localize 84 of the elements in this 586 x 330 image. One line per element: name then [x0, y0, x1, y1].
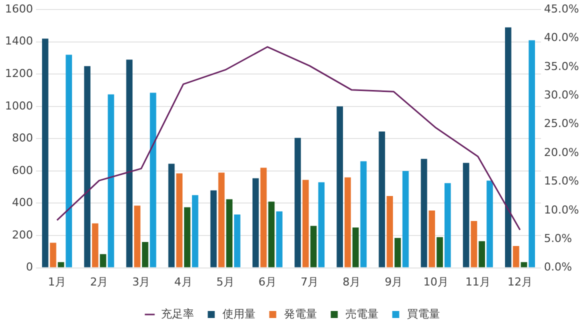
bar [394, 238, 401, 268]
bar [84, 66, 90, 268]
y2-tick-label: 15.0% [544, 174, 580, 188]
x-tick-label: 2月 [90, 275, 108, 288]
y-tick-label: 1400 [4, 34, 33, 48]
y-tick-label: 1600 [4, 2, 33, 16]
bar [462, 162, 470, 268]
y-tick-label: 400 [12, 196, 33, 210]
y2-tick-label: 35.0% [544, 60, 580, 73]
bar [218, 172, 225, 268]
bar [528, 40, 536, 268]
x-tick-label: 1月 [48, 275, 66, 288]
y-tick-label: 600 [12, 164, 33, 177]
y2-tick-label: 30.0% [544, 88, 580, 102]
y2-tick-label: 0.0% [544, 260, 572, 274]
y-tick-label: 0 [26, 260, 33, 274]
y2-tick-label: 45.0% [544, 2, 580, 16]
bar [478, 241, 486, 268]
bar [402, 170, 409, 268]
bar [92, 223, 98, 268]
bar [512, 246, 520, 268]
x-tick-label: 4月 [174, 275, 192, 288]
y-tick-label: 800 [12, 132, 33, 145]
bar [108, 94, 114, 268]
bar [142, 242, 148, 268]
bar [444, 183, 451, 268]
legend-label: 買電量 [406, 307, 440, 320]
x-tick-label: 9月 [384, 275, 403, 288]
bar [520, 262, 528, 268]
bar [276, 211, 282, 268]
bar [268, 202, 275, 268]
x-tick-label: 7月 [300, 275, 319, 288]
bar [150, 92, 156, 268]
bar [184, 207, 190, 268]
bar [260, 168, 267, 268]
y2-tick-label: 5.0% [544, 232, 572, 245]
x-tick-label: 5月 [216, 275, 234, 288]
legend-label: 充足率 [160, 307, 194, 320]
bar [378, 131, 386, 268]
bar [428, 210, 436, 268]
bar [436, 237, 443, 268]
x-tick-label: 12月 [508, 275, 533, 288]
bar [134, 206, 140, 268]
bar [126, 60, 133, 268]
bar [486, 180, 493, 268]
bar [192, 195, 198, 268]
bar [294, 138, 301, 268]
bar [100, 254, 106, 268]
legend-label: 売電量 [345, 307, 378, 320]
y2-tick-label: 40.0% [544, 31, 580, 44]
bar [58, 262, 64, 268]
bar [50, 242, 56, 268]
bar [42, 38, 48, 268]
x-tick-label: 10月 [423, 275, 448, 288]
y-tick-label: 1200 [4, 67, 33, 80]
bar [336, 106, 343, 268]
bar [302, 180, 309, 268]
y-tick-label: 1000 [4, 99, 33, 112]
bar [505, 27, 512, 268]
bar [386, 196, 393, 268]
bar [234, 214, 240, 268]
y-tick-label: 200 [12, 228, 33, 242]
x-tick-label: 8月 [342, 275, 361, 288]
bar [210, 190, 217, 268]
bar [318, 182, 325, 268]
bar [168, 164, 175, 268]
x-tick-label: 3月 [132, 275, 150, 288]
bar [226, 199, 232, 268]
bar [352, 227, 359, 268]
bar [252, 178, 259, 268]
y2-tick-label: 10.0% [544, 203, 580, 216]
bar [66, 54, 72, 268]
bar [176, 173, 183, 268]
y2-tick-label: 20.0% [544, 146, 580, 159]
bar [420, 158, 428, 268]
x-tick-label: 11月 [465, 275, 490, 288]
bar [470, 221, 478, 268]
bar [344, 177, 351, 268]
legend-label: 発電量 [284, 307, 317, 320]
bar [360, 161, 367, 268]
legend-label: 使用量 [222, 307, 256, 320]
y2-tick-label: 25.0% [544, 117, 580, 130]
x-tick-label: 6月 [258, 275, 276, 288]
bar [310, 226, 317, 268]
